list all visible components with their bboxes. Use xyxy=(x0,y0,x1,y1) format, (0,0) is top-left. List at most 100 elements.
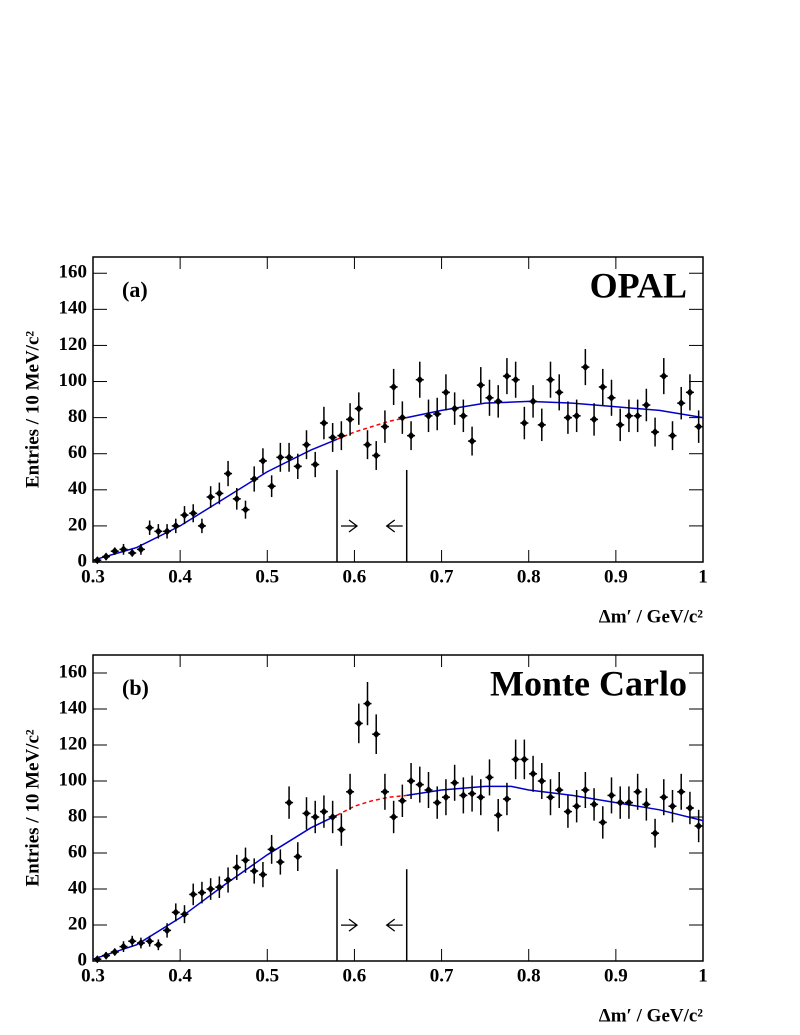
y-tick-label: 20 xyxy=(68,514,87,535)
x-tick-label: 0.9 xyxy=(604,566,628,587)
y-tick-label: 160 xyxy=(59,661,88,682)
cut-arrow xyxy=(341,519,359,533)
data-point xyxy=(346,787,354,796)
data-point xyxy=(242,505,249,514)
panel-label: (a) xyxy=(122,277,148,302)
x-tick-label: 0.6 xyxy=(343,965,367,986)
data-point xyxy=(172,521,180,530)
y-tick-label: 40 xyxy=(68,478,87,499)
fit-curve xyxy=(406,400,704,419)
panel-title: Monte Carlo xyxy=(490,663,687,703)
data-point xyxy=(163,527,171,536)
data-point xyxy=(486,773,493,782)
panel-title: OPAL xyxy=(590,265,687,305)
fit-curve xyxy=(336,416,407,440)
y-tick-label: 140 xyxy=(59,697,88,718)
data-point xyxy=(242,856,249,865)
data-point xyxy=(625,411,633,420)
data-point xyxy=(233,494,241,503)
data-point xyxy=(686,804,694,812)
data-point xyxy=(259,456,267,465)
x-tick-label: 0.8 xyxy=(517,566,541,587)
data-point xyxy=(233,863,241,872)
data-point xyxy=(285,453,293,462)
data-point xyxy=(337,825,345,834)
data-point xyxy=(381,787,389,796)
data-point xyxy=(590,800,598,809)
data-point xyxy=(276,453,284,462)
data-point xyxy=(137,545,145,554)
data-point xyxy=(468,437,476,446)
data-point xyxy=(442,388,450,397)
data-point xyxy=(320,807,328,816)
data-point xyxy=(172,908,180,917)
data-point xyxy=(329,813,337,821)
data-point xyxy=(215,489,223,498)
data-point xyxy=(163,926,171,935)
data-point xyxy=(642,400,650,409)
data-point xyxy=(390,813,398,821)
data-point xyxy=(669,431,676,440)
y-tick-label: 60 xyxy=(68,442,87,463)
data-point xyxy=(616,420,624,429)
data-point xyxy=(459,791,467,800)
data-point xyxy=(224,469,232,478)
x-tick-label: 0.7 xyxy=(430,965,454,986)
data-point xyxy=(146,523,154,532)
data-point xyxy=(477,793,485,802)
x-tick-label: 0.4 xyxy=(168,965,192,986)
fit-curve xyxy=(92,438,338,561)
x-axis-label: Δm′ / GeV/c² xyxy=(599,606,704,627)
data-point xyxy=(433,410,441,419)
data-point xyxy=(660,793,668,802)
data-point xyxy=(512,375,520,384)
data-point xyxy=(520,419,528,428)
data-point xyxy=(686,388,694,397)
data-point xyxy=(181,910,188,919)
data-point xyxy=(433,798,441,807)
panel: 0.3 0.4 0.5 0.6 0.7 0.8 0.9 1 0 20 40 60 80 100 120 140… xyxy=(22,654,708,1026)
data-point xyxy=(564,807,572,816)
data-point xyxy=(311,813,319,821)
y-axis-label: Entries / 10 MeV/c² xyxy=(22,729,43,886)
data-point xyxy=(398,413,406,422)
data-point xyxy=(364,440,371,449)
data-point xyxy=(529,769,537,778)
data-point xyxy=(154,940,162,949)
data-point xyxy=(468,789,476,798)
data-point xyxy=(259,870,267,879)
data-point xyxy=(285,798,293,807)
data-point xyxy=(102,552,110,561)
x-tick-label: 0.3 xyxy=(81,965,105,986)
data-point xyxy=(616,798,624,807)
fit-curve xyxy=(406,785,704,822)
data-point xyxy=(303,809,310,818)
data-point xyxy=(425,411,432,420)
data-point xyxy=(451,778,459,787)
data-point xyxy=(102,951,110,960)
data-point xyxy=(224,876,232,884)
x-tick-label: 0.9 xyxy=(604,965,628,986)
data-point xyxy=(181,511,188,520)
data-point xyxy=(381,422,389,431)
x-tick-label: 0.4 xyxy=(168,566,192,587)
y-tick-label: 160 xyxy=(59,262,88,283)
data-point xyxy=(651,428,659,437)
data-point xyxy=(442,793,450,802)
x-tick-label: 1 xyxy=(698,965,708,986)
data-point xyxy=(459,411,467,420)
data-point xyxy=(555,388,563,397)
data-point xyxy=(294,462,302,471)
data-point xyxy=(154,527,162,536)
data-point xyxy=(477,381,485,390)
panel-label: (b) xyxy=(122,675,149,700)
data-point xyxy=(198,888,206,897)
data-point xyxy=(538,777,546,785)
data-point xyxy=(407,777,415,785)
data-point xyxy=(207,885,215,893)
data-point xyxy=(608,791,615,800)
fit-curve xyxy=(92,814,338,960)
data-point xyxy=(494,397,502,406)
y-tick-label: 100 xyxy=(59,769,88,790)
